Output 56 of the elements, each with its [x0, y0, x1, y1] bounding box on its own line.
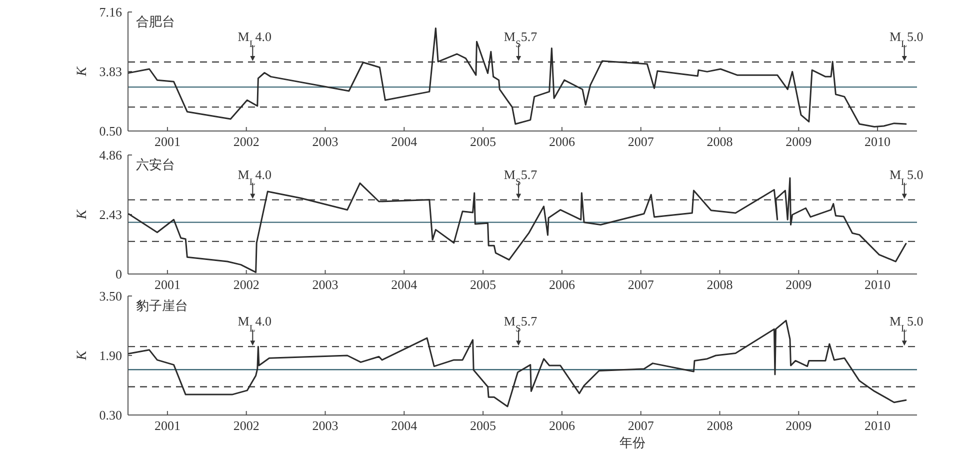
x-tick-label: 2009 — [786, 134, 812, 149]
x-tick-label: 2007 — [628, 134, 654, 149]
annotation: M$_{L}$5.0 — [889, 166, 924, 188]
x-tick-label: 2002 — [233, 277, 260, 292]
x-tick-label: 2005 — [470, 277, 496, 292]
x-tick-label: 2004 — [391, 134, 418, 149]
x-tick-label: 2003 — [312, 418, 338, 433]
x-tick-label: 2009 — [786, 277, 812, 292]
x-tick-label: 2001 — [154, 134, 180, 149]
y-tick-label: 4.86 — [99, 148, 122, 162]
annotation: M$_{L}$4.0 — [238, 29, 272, 50]
x-tick-label: 2007 — [628, 418, 654, 433]
y-axis-title: K — [75, 350, 90, 362]
x-axis-title: 年份 — [620, 435, 646, 450]
chart-title: 六安台 — [136, 157, 175, 172]
x-tick-label: 2008 — [706, 418, 733, 433]
chart-title: 豹子崖台 — [136, 298, 188, 313]
x-tick-label: 2002 — [233, 418, 260, 433]
x-tick-label: 2004 — [391, 277, 418, 292]
x-tick-label: 2010 — [864, 134, 891, 149]
x-tick-label: 2004 — [391, 418, 418, 433]
x-tick-label: 2001 — [154, 277, 180, 292]
y-tick-label: 2.43 — [99, 207, 122, 222]
annotation: M$_{S}$5.7 — [504, 166, 538, 188]
annotation: M$_{S}$5.7 — [504, 314, 538, 334]
x-tick-label: 2002 — [233, 134, 260, 149]
y-tick-label: 1.90 — [99, 348, 122, 363]
x-tick-label: 2001 — [154, 418, 180, 433]
x-tick-label: 2008 — [706, 134, 733, 149]
x-tick-label: 2005 — [470, 418, 496, 433]
y-tick-label: 7.16 — [99, 4, 122, 20]
x-tick-label: 2010 — [864, 277, 891, 292]
x-tick-label: 2010 — [864, 418, 891, 433]
x-tick-label: 2008 — [706, 277, 733, 292]
annotation: M$_{L}$5.0 — [889, 29, 924, 50]
x-tick-label: 2009 — [786, 418, 812, 433]
y-tick-label: 3.50 — [99, 288, 122, 304]
x-tick-label: 2006 — [548, 277, 576, 292]
annotation: M$_{L}$4.0 — [238, 166, 272, 188]
annotation: M$_{L}$4.0 — [238, 314, 272, 334]
line-series — [128, 28, 907, 128]
x-tick-label: 2006 — [548, 134, 576, 149]
y-axis-title: K — [75, 66, 90, 78]
annotation: M$_{L}$5.0 — [889, 314, 924, 334]
y-tick-label: 0 — [116, 266, 122, 282]
annotation: M$_{S}$5.7 — [504, 29, 538, 50]
x-tick-label: 2003 — [312, 134, 338, 149]
x-tick-label: 2003 — [312, 277, 338, 292]
x-tick-label: 2005 — [470, 134, 496, 149]
y-tick-label: 0.50 — [99, 124, 122, 138]
y-axis-title: K — [75, 209, 90, 220]
x-tick-label: 2007 — [628, 277, 654, 292]
chart-title: 合肥台 — [136, 14, 175, 29]
y-tick-label: 0.30 — [99, 408, 122, 422]
y-tick-label: 3.83 — [99, 64, 122, 79]
x-tick-label: 2006 — [548, 418, 576, 433]
